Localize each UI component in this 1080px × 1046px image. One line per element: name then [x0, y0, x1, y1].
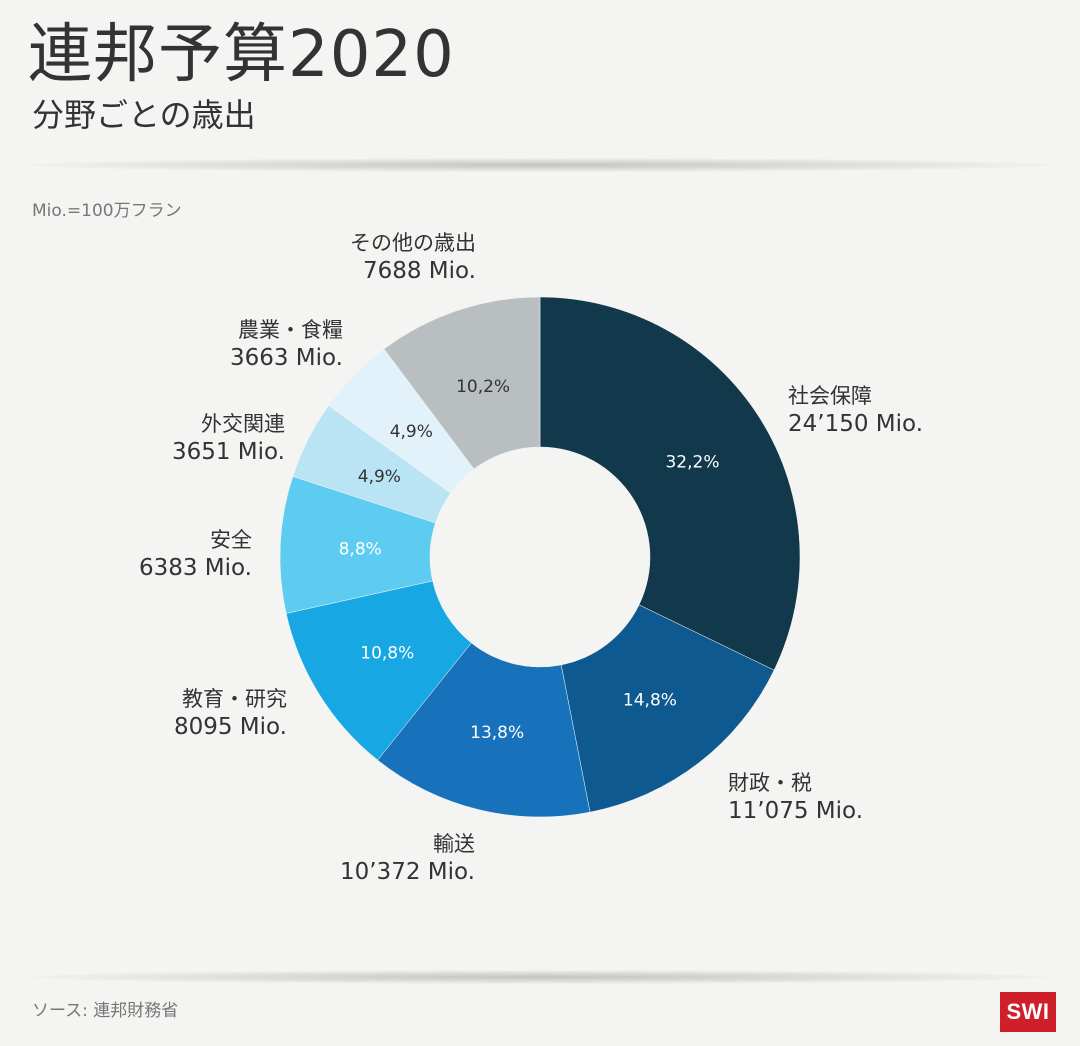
unit-note: Mio.=100万フラン [32, 201, 182, 221]
percent-label-2: 14,8% [623, 691, 677, 711]
percent-label-7: 4,9% [390, 422, 433, 442]
donut-slice-3 [377, 642, 591, 818]
value-label-5: 6383 Mio. [139, 555, 252, 581]
donut-slice-2 [560, 604, 775, 813]
donut-slice-4 [285, 580, 472, 761]
percent-label-3: 13,8% [470, 723, 524, 743]
chart-subtitle: 分野ごとの歳出 [32, 96, 256, 134]
category-label-1: 社会保障 [788, 384, 872, 408]
donut-slice-8 [383, 296, 541, 470]
percent-label-4: 10,8% [360, 643, 414, 663]
chart-title: 連邦予算2020 [28, 18, 455, 92]
percent-label-5: 8,8% [339, 539, 382, 559]
percent-label-6: 4,9% [358, 467, 401, 487]
value-label-4: 8095 Mio. [174, 714, 287, 740]
percent-label-8: 10,2% [456, 377, 510, 397]
value-label-1: 24’150 Mio. [788, 411, 923, 437]
category-label-2: 財政・税 [728, 771, 812, 795]
value-label-2: 11’075 Mio. [728, 798, 863, 824]
value-label-3: 10’372 Mio. [340, 859, 475, 885]
value-label-6: 3651 Mio. [172, 439, 285, 465]
donut-slice-1 [539, 296, 801, 671]
logo-text: SWI [1006, 999, 1050, 1024]
category-label-6: 外交関連 [201, 412, 285, 436]
value-label-7: 3663 Mio. [230, 345, 343, 371]
value-label-8: 7688 Mio. [363, 258, 476, 284]
category-label-7: 農業・食糧 [238, 318, 343, 342]
top-divider [30, 158, 1050, 172]
source-note: ソース: 連邦財務省 [32, 1001, 179, 1021]
percent-label-1: 32,2% [665, 452, 719, 472]
category-label-8: その他の歳出 [350, 231, 476, 255]
category-label-4: 教育・研究 [182, 687, 287, 711]
swi-logo: SWI [1000, 992, 1056, 1032]
bottom-divider [30, 970, 1050, 984]
category-label-5: 安全 [210, 528, 252, 552]
category-label-3: 輸送 [433, 832, 475, 856]
